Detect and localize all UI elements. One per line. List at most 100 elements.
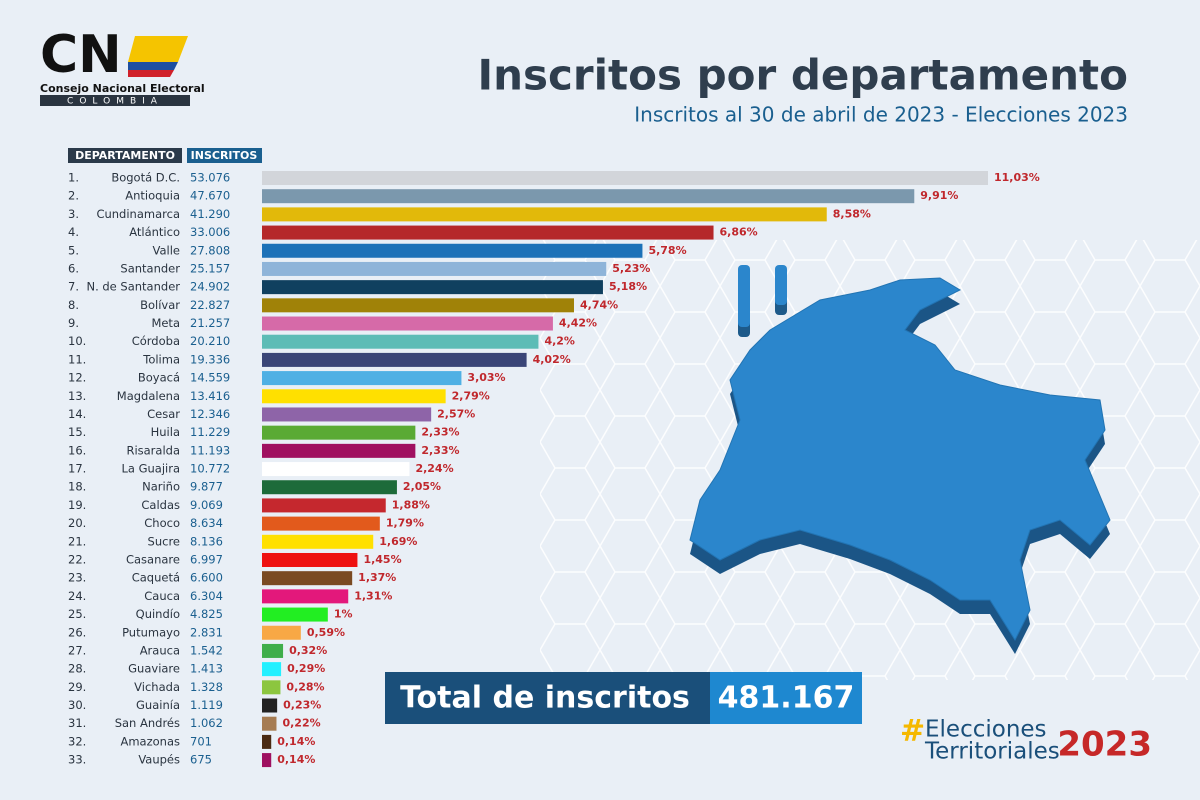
count: 11.193 <box>190 443 230 457</box>
value-label: 8,58% <box>833 207 871 220</box>
header-box <box>187 148 262 163</box>
category-label: Atlántico <box>129 225 180 239</box>
value-label: 5,18% <box>609 280 647 293</box>
count: 11.229 <box>190 425 230 439</box>
bar <box>262 243 643 258</box>
bar <box>262 753 272 768</box>
value-label: 0,23% <box>283 699 321 712</box>
category-label: Vaupés <box>138 753 180 767</box>
logo-mark: CN <box>40 25 122 85</box>
count: 10.772 <box>190 462 230 476</box>
category-label: Putumayo <box>122 625 180 639</box>
category-label: Antioquia <box>125 189 180 203</box>
bar <box>262 698 278 713</box>
rank: 21. <box>68 534 86 548</box>
chart-title: Inscritos por departamento <box>477 51 1128 100</box>
category-label: Amazonas <box>120 734 180 748</box>
value-label: 0,32% <box>289 644 327 657</box>
category-label: N. de Santander <box>86 280 180 294</box>
value-label: 0,29% <box>287 662 325 675</box>
category-label: Caquetá <box>132 571 180 585</box>
value-label: 1,69% <box>379 535 417 548</box>
rank: 12. <box>68 371 86 385</box>
category-label: Guaviare <box>128 662 180 676</box>
rank: 30. <box>68 698 86 712</box>
rank: 25. <box>68 607 86 621</box>
bar <box>262 280 603 295</box>
bar <box>262 207 827 222</box>
count: 4.825 <box>190 607 223 621</box>
value-label: 1,88% <box>392 498 430 511</box>
bar <box>262 171 988 185</box>
bar <box>262 352 527 367</box>
value-label: 5,78% <box>648 244 686 257</box>
count: 53.076 <box>190 171 230 185</box>
rank: 6. <box>68 261 79 275</box>
bar <box>262 298 574 313</box>
category-label: Tolima <box>142 352 180 366</box>
bar <box>262 552 358 567</box>
count: 2.831 <box>190 625 223 639</box>
count: 8.634 <box>190 516 223 530</box>
count: 9.877 <box>190 480 223 494</box>
value-label: 0,14% <box>277 735 315 748</box>
bar <box>262 443 416 458</box>
bar <box>262 407 432 422</box>
value-label: 2,57% <box>437 407 475 420</box>
rank: 4. <box>68 225 79 239</box>
value-label: 3,03% <box>467 371 505 384</box>
bar <box>262 480 397 495</box>
category-label: Magdalena <box>117 389 180 403</box>
bar <box>262 589 349 604</box>
column-header: INSCRITOS <box>191 149 258 162</box>
bar <box>262 498 386 513</box>
hashtag-text: Territoriales <box>924 739 1060 765</box>
count: 20.210 <box>190 334 230 348</box>
bar <box>262 334 539 349</box>
category-label: Sucre <box>148 534 180 548</box>
bar <box>262 625 301 640</box>
category-label: Santander <box>120 261 180 275</box>
count: 6.997 <box>190 552 223 566</box>
logo: CN Consejo Nacional Electoral COLOMBIA <box>40 25 205 107</box>
rank: 22. <box>68 552 86 566</box>
value-label: 4,2% <box>544 335 575 348</box>
count: 6.600 <box>190 571 223 585</box>
bar <box>262 462 410 477</box>
rank: 16. <box>68 443 86 457</box>
value-label: 4,02% <box>533 353 571 366</box>
value-label: 2,33% <box>421 426 459 439</box>
count: 21.257 <box>190 316 230 330</box>
rank: 9. <box>68 316 79 330</box>
rank: 13. <box>68 389 86 403</box>
count: 12.346 <box>190 407 230 421</box>
value-label: 1% <box>334 608 353 621</box>
count: 1.062 <box>190 716 223 730</box>
rank: 28. <box>68 662 86 676</box>
rank: 20. <box>68 516 86 530</box>
value-label: 0,14% <box>277 753 315 766</box>
category-label: Córdoba <box>132 334 180 348</box>
rank: 29. <box>68 680 86 694</box>
category-label: Boyacá <box>138 371 180 385</box>
rank: 32. <box>68 734 86 748</box>
category-label: Valle <box>153 243 181 257</box>
bar <box>262 189 915 204</box>
category-label: Guainía <box>136 698 180 712</box>
value-label: 9,91% <box>920 189 958 202</box>
category-label: Bolívar <box>140 298 180 312</box>
logo-name: Consejo Nacional Electoral <box>40 82 205 95</box>
count: 47.670 <box>190 189 230 203</box>
rank: 15. <box>68 425 86 439</box>
chart-subtitle: Inscritos al 30 de abril de 2023 - Elecc… <box>634 103 1128 127</box>
count: 14.559 <box>190 371 230 385</box>
rank: 8. <box>68 298 79 312</box>
category-label: Caldas <box>141 498 180 512</box>
count: 27.808 <box>190 243 230 257</box>
rank: 19. <box>68 498 86 512</box>
header-box <box>68 148 182 163</box>
column-header: DEPARTAMENTO <box>75 149 175 162</box>
bar <box>262 680 281 695</box>
total-box <box>710 672 862 724</box>
count: 25.157 <box>190 261 230 275</box>
